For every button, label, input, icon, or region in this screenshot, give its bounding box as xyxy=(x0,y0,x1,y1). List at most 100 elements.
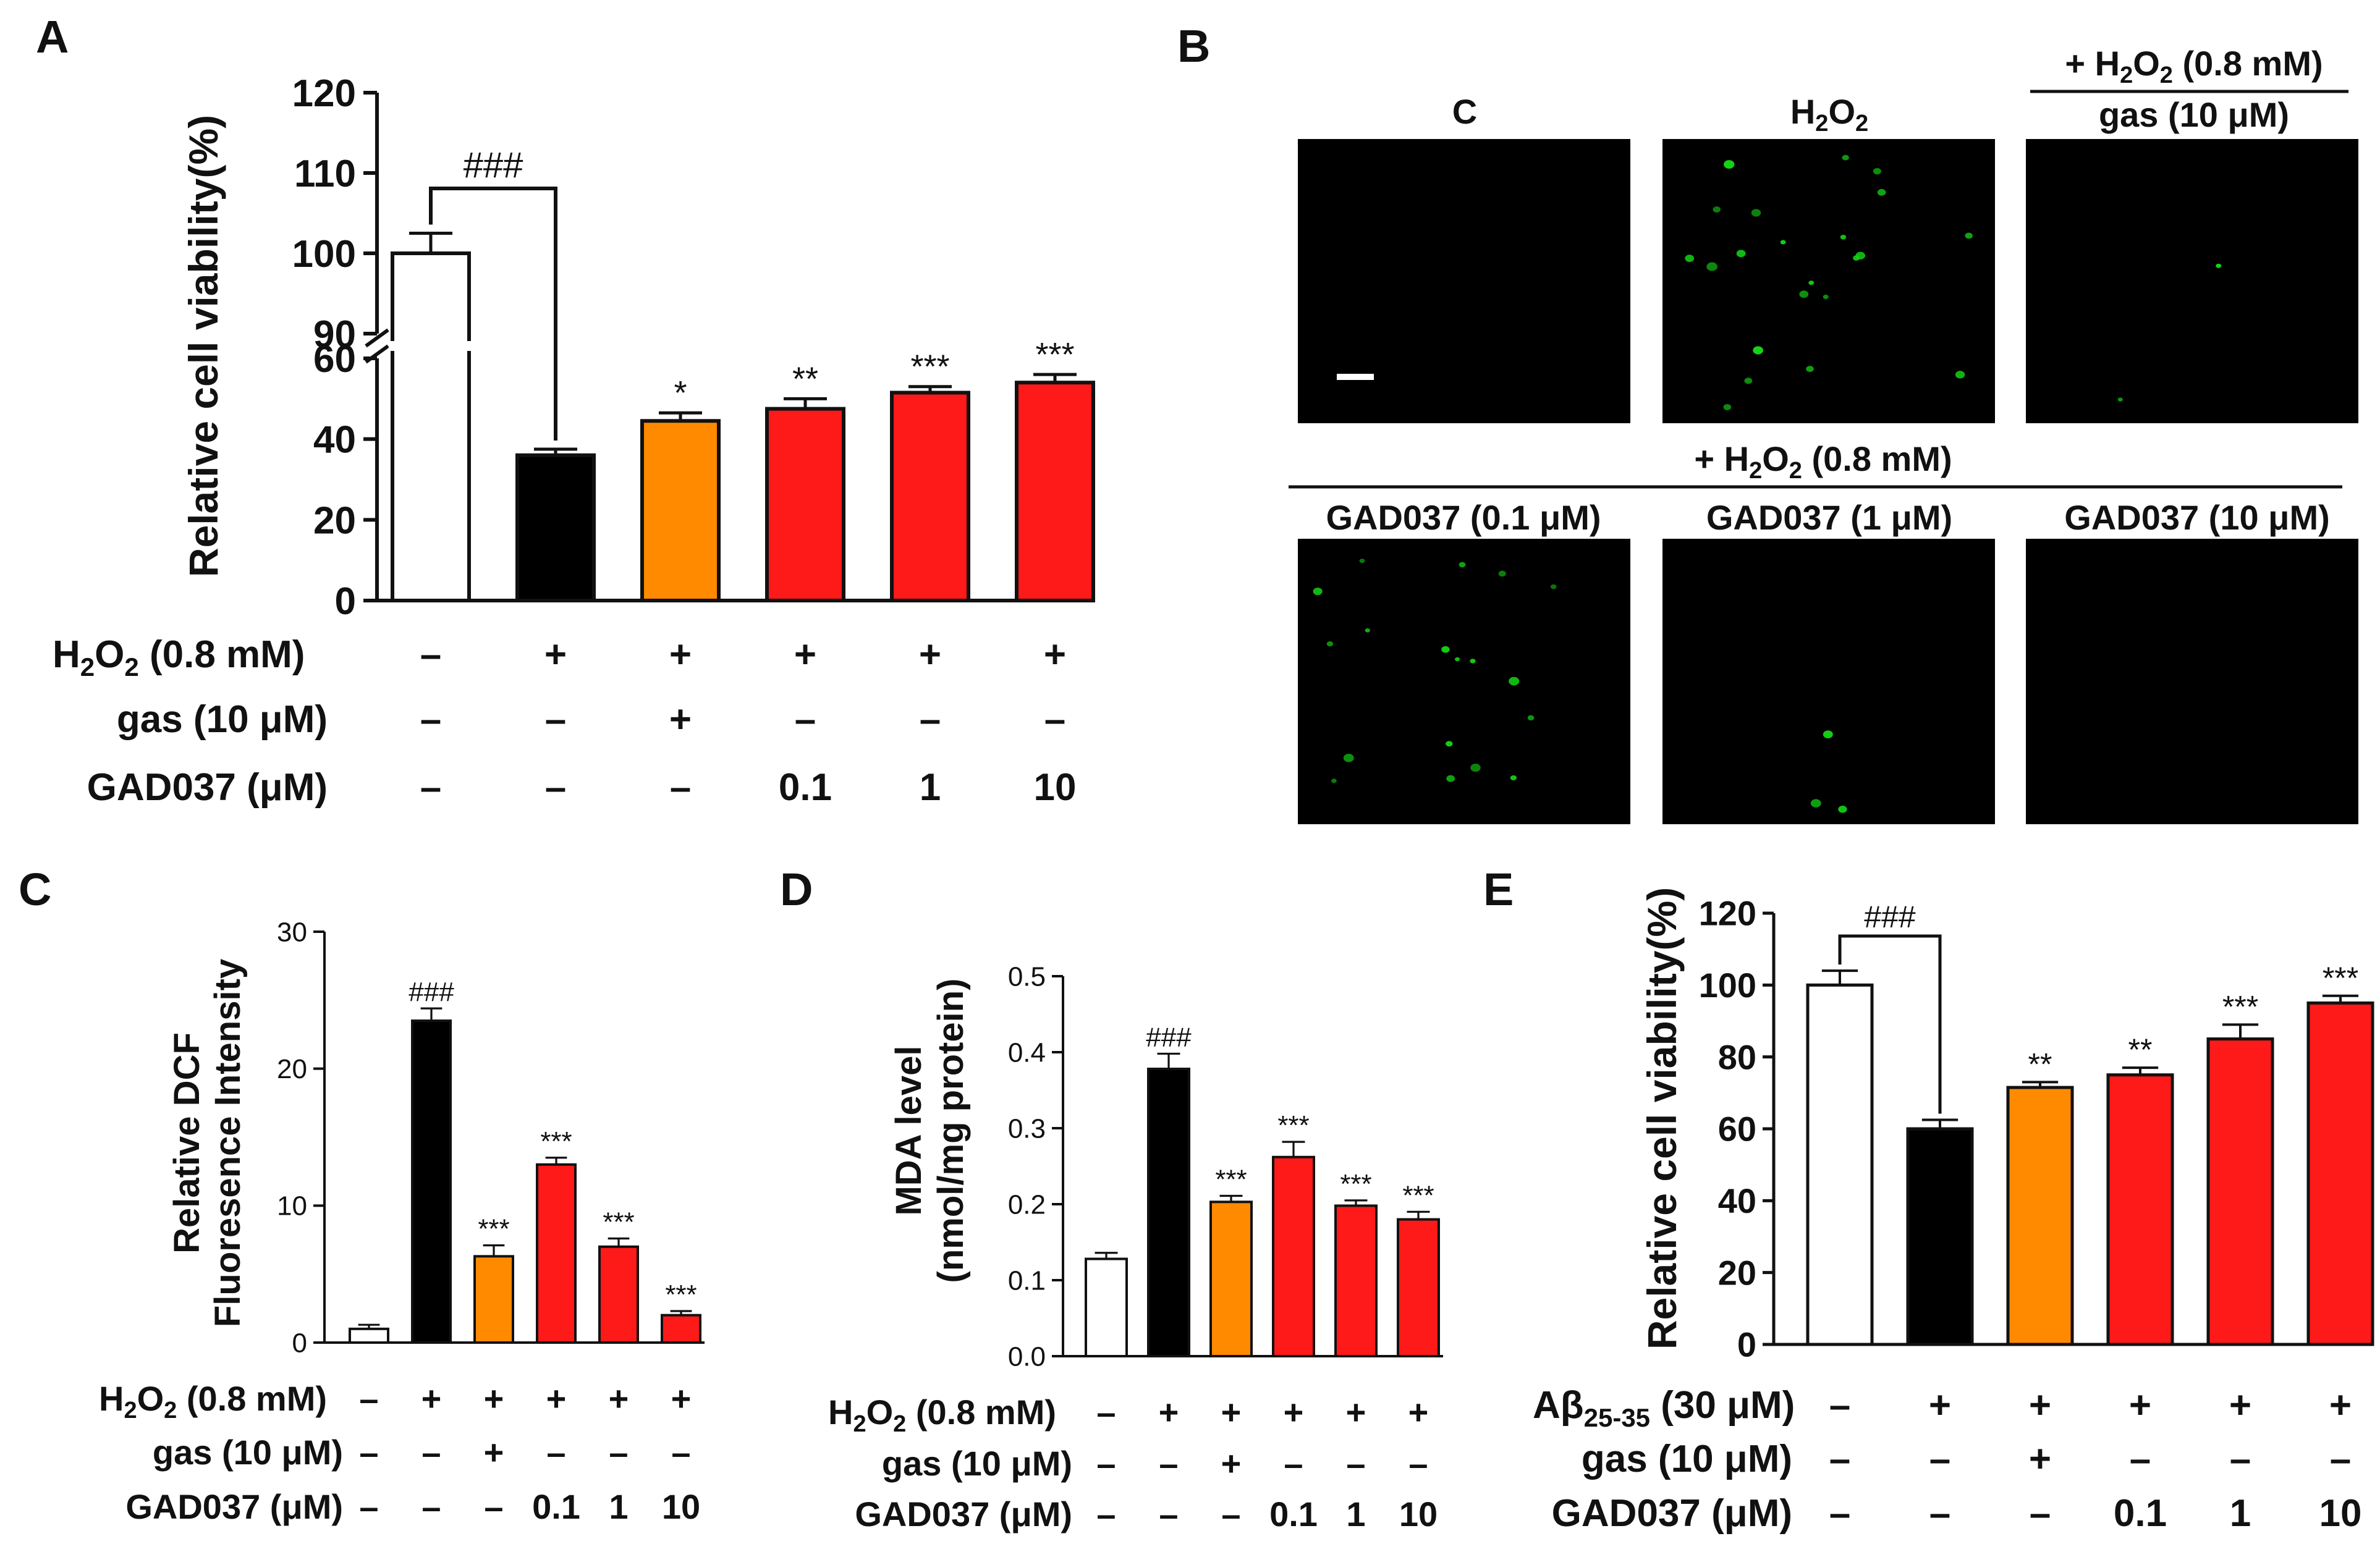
significance-labels-e: ** ********### xyxy=(1838,900,2358,1114)
treatment-mark: + xyxy=(609,1379,629,1418)
significance-label: ### xyxy=(409,977,454,1007)
treatment-mark: – xyxy=(609,1433,628,1472)
image-group-title-top: + H2O2 (0.8 mM) xyxy=(2065,44,2323,88)
treatment-mark: – xyxy=(420,698,441,741)
treatment-mark: – xyxy=(545,766,566,809)
y-tick-label: 100 xyxy=(1699,966,1756,1005)
significance-label: *** xyxy=(1277,1110,1309,1141)
treatment-mark: – xyxy=(670,766,691,809)
significance-label: ### xyxy=(1146,1022,1192,1052)
treatment-mark: – xyxy=(1096,1444,1116,1483)
bar xyxy=(349,1327,389,1344)
fluorescent-cell xyxy=(1840,234,1847,240)
treatment-mark: + xyxy=(1221,1444,1242,1483)
treatment-mark: 0.1 xyxy=(2114,1492,2167,1535)
bar-break-gap xyxy=(389,341,473,351)
bar xyxy=(640,419,721,602)
row-label-h2o2-d: H2O2 (0.8 mM) xyxy=(828,1393,1056,1437)
bar xyxy=(515,453,596,602)
micrograph-h2o2 xyxy=(1662,139,1995,423)
treatment-mark: – xyxy=(421,1487,441,1526)
y-tick-label: 60 xyxy=(1718,1110,1756,1149)
treatment-mark: – xyxy=(1929,1438,1950,1480)
treatment-mark: – xyxy=(671,1433,690,1472)
fluorescent-cell xyxy=(1823,294,1829,300)
y-axis-label-e: Relative cell viability(%) xyxy=(1639,887,1685,1349)
treatment-mark: + xyxy=(2029,1384,2051,1427)
panel-d: D MDA level (nmol/mg protein) 0.0 0.1 0.2 0… xyxy=(780,864,1443,1533)
y-tick-label: 80 xyxy=(1718,1037,1756,1076)
treatment-mark: + xyxy=(546,1379,567,1418)
bar xyxy=(536,1163,577,1344)
y-tick-label: 0.0 xyxy=(1008,1341,1046,1372)
fluorescent-cell xyxy=(1470,659,1476,664)
significance-labels-d: ### *** *** *** *** xyxy=(1146,1022,1434,1210)
y-tick-label: 30 xyxy=(277,917,307,947)
y-tick-label: 0 xyxy=(292,1328,307,1358)
treatment-mark: – xyxy=(545,698,566,741)
y-axis-label-c-line1: Relative DCF xyxy=(167,1032,207,1254)
row-label-gas-e: gas (10 μM) xyxy=(1582,1438,1792,1480)
significance-label: ** xyxy=(2128,1032,2153,1067)
treatment-mark: + xyxy=(1284,1393,1304,1432)
fluorescent-cell xyxy=(1313,588,1323,596)
y-tick-label: 20 xyxy=(1718,1253,1756,1292)
fluorescent-cell xyxy=(1780,240,1786,245)
treatment-mark: 1 xyxy=(1346,1495,1365,1533)
treatment-mark: – xyxy=(1044,698,1065,741)
panel-b-micrographs: B C H2O2 + H2O2 (0.8 mM) gas (10 μM) + H… xyxy=(1177,20,2358,824)
bar xyxy=(765,407,845,603)
bars-e: – + + + + + – – + – – – – – – 0.1 1 10 xyxy=(1806,969,2374,1535)
fluorescent-cell xyxy=(1955,371,1965,379)
significance-label: *** xyxy=(2222,989,2258,1024)
y-axis-label-c-line2: Fluoresence Intensity xyxy=(208,959,248,1327)
bracket-label: ### xyxy=(464,145,523,185)
bar xyxy=(890,390,970,602)
image-title-gad-10: GAD037 (10 μM) xyxy=(2064,498,2330,537)
treatment-mark: + xyxy=(2229,1384,2251,1427)
treatment-mark: 0.1 xyxy=(779,766,832,809)
fluorescent-cell xyxy=(1326,641,1334,647)
panel-label-b: B xyxy=(1177,20,1210,72)
y-tick-label: 10 xyxy=(277,1191,307,1221)
treatment-mark: – xyxy=(421,1433,441,1472)
treatment-mark: + xyxy=(2029,1438,2051,1480)
fluorescent-cell xyxy=(1806,366,1814,373)
y-tick-label: 100 xyxy=(292,233,356,276)
panel-a: A Relative cell viability(%) 02040609010… xyxy=(36,11,1095,809)
fluorescent-cell xyxy=(1470,763,1481,772)
y-tick-label: 40 xyxy=(1718,1181,1756,1220)
significance-label: * xyxy=(674,374,687,411)
row-label-gas: gas (10 μM) xyxy=(117,698,328,741)
treatment-mark: – xyxy=(1829,1438,1850,1480)
bar xyxy=(473,1255,514,1344)
fluorescent-cell xyxy=(2117,397,2123,402)
significance-labels-c: ### *** *** *** *** xyxy=(409,977,697,1310)
fluorescent-cell xyxy=(2216,263,2222,268)
treatment-mark: 10 xyxy=(1399,1495,1438,1533)
fluorescent-cell xyxy=(1873,167,1881,175)
treatment-mark: + xyxy=(669,633,692,676)
y-tick-label: 110 xyxy=(294,153,356,195)
y-axis-label-d-line2: (nmol/mg protein) xyxy=(931,979,971,1283)
bar xyxy=(411,1019,452,1344)
treatment-mark: – xyxy=(2330,1438,2351,1480)
bar xyxy=(1906,1127,1974,1346)
fluorescent-cell xyxy=(1441,646,1450,653)
fluorescent-cell xyxy=(1723,403,1732,410)
y-axis-e: 0 20 40 60 80 100 120 xyxy=(1699,894,2367,1364)
bar xyxy=(1397,1218,1440,1357)
y-axis-c: 0 10 20 30 xyxy=(277,917,705,1358)
fluorescent-cell xyxy=(1510,775,1517,781)
significance-label: ** xyxy=(792,360,818,397)
bar xyxy=(1334,1204,1378,1357)
treatment-mark: + xyxy=(544,633,567,676)
y-axis-label-a: Relative cell viability(%) xyxy=(180,115,226,577)
fluorescent-cell xyxy=(1744,378,1753,384)
significance-label: *** xyxy=(665,1280,697,1310)
y-tick-label: 0.1 xyxy=(1008,1265,1046,1296)
fluorescent-cell xyxy=(1498,570,1506,577)
fluorescent-cell xyxy=(1706,262,1717,271)
significance-label: *** xyxy=(478,1214,509,1244)
y-axis-label-d-line1: MDA level xyxy=(889,1045,929,1215)
